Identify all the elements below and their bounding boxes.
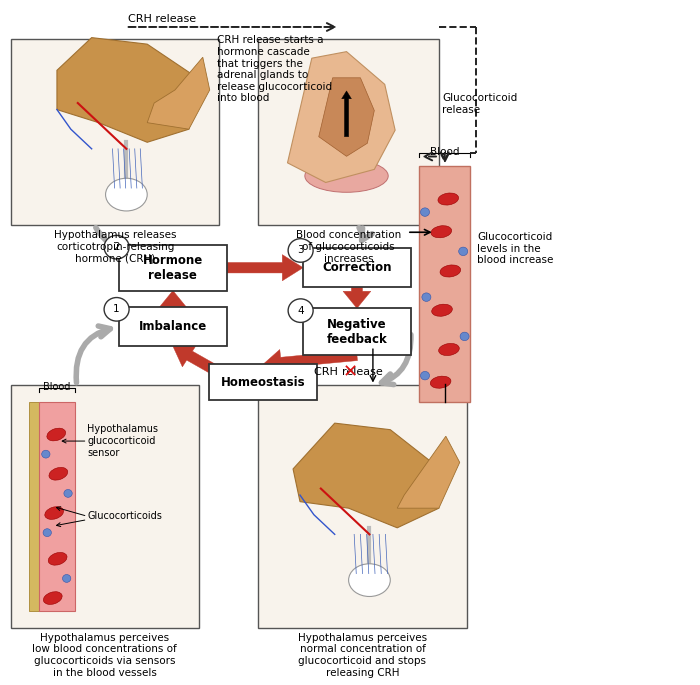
Circle shape (288, 299, 313, 323)
Circle shape (422, 293, 431, 301)
Text: CRH release: CRH release (128, 14, 196, 24)
Text: Blood: Blood (430, 147, 459, 157)
Circle shape (62, 575, 71, 582)
Text: Negative
feedback: Negative feedback (327, 318, 387, 346)
Polygon shape (147, 58, 210, 129)
FancyBboxPatch shape (209, 364, 317, 400)
FancyBboxPatch shape (119, 307, 227, 346)
Circle shape (458, 247, 468, 256)
Text: CRH release starts a
hormone cascade
that triggers the
adrenal glands to
release: CRH release starts a hormone cascade tha… (217, 36, 332, 103)
Circle shape (104, 236, 129, 259)
Ellipse shape (438, 193, 458, 205)
Polygon shape (342, 91, 351, 137)
Polygon shape (293, 423, 439, 528)
Ellipse shape (47, 428, 66, 441)
FancyBboxPatch shape (258, 39, 439, 225)
Text: Glucocorticoids: Glucocorticoids (88, 511, 162, 521)
Text: Hypothalamus
glucocorticoid
sensor: Hypothalamus glucocorticoid sensor (88, 425, 158, 458)
FancyArrowPatch shape (359, 227, 372, 240)
Text: Blood concentration
of glucocorticoids
increases: Blood concentration of glucocorticoids i… (296, 230, 401, 264)
Circle shape (42, 450, 50, 458)
Text: Glucocorticoid
release: Glucocorticoid release (442, 93, 517, 115)
Polygon shape (343, 287, 371, 308)
Ellipse shape (430, 376, 451, 388)
Text: CRH: CRH (314, 367, 342, 377)
Circle shape (64, 490, 72, 497)
Text: 1: 1 (113, 304, 120, 314)
Text: Hypothalamus perceives
low blood concentrations of
glucocorticoids via sensors
i: Hypothalamus perceives low blood concent… (32, 633, 177, 677)
Ellipse shape (43, 592, 62, 604)
FancyBboxPatch shape (119, 245, 227, 290)
Text: Hypothalamus perceives
normal concentration of
glucocorticoid and stops
releasin: Hypothalamus perceives normal concentrat… (298, 633, 427, 677)
FancyBboxPatch shape (39, 402, 75, 611)
FancyBboxPatch shape (11, 39, 219, 225)
Polygon shape (227, 255, 303, 281)
Text: Blood: Blood (43, 382, 71, 392)
FancyBboxPatch shape (258, 386, 467, 627)
Ellipse shape (349, 564, 391, 597)
Text: 4: 4 (298, 306, 304, 316)
FancyArrowPatch shape (96, 227, 132, 255)
Ellipse shape (305, 160, 388, 192)
Ellipse shape (440, 265, 461, 277)
Text: Correction: Correction (322, 261, 392, 274)
Text: ✕: ✕ (342, 363, 358, 382)
Circle shape (104, 297, 129, 321)
FancyBboxPatch shape (303, 308, 411, 356)
FancyBboxPatch shape (11, 386, 199, 627)
Polygon shape (263, 349, 358, 375)
FancyArrowPatch shape (76, 326, 111, 383)
Text: Hormone
release: Hormone release (143, 253, 203, 282)
Ellipse shape (432, 304, 452, 316)
Polygon shape (159, 290, 187, 308)
Polygon shape (318, 78, 374, 156)
Text: Homeostasis: Homeostasis (221, 375, 305, 388)
Ellipse shape (45, 507, 64, 519)
Ellipse shape (48, 553, 67, 565)
Polygon shape (397, 436, 460, 508)
Text: Imbalance: Imbalance (139, 320, 207, 333)
FancyBboxPatch shape (29, 402, 39, 611)
Circle shape (421, 208, 430, 216)
Circle shape (288, 238, 313, 262)
Ellipse shape (431, 225, 452, 238)
Polygon shape (288, 51, 395, 182)
Text: 3: 3 (298, 245, 304, 256)
FancyBboxPatch shape (303, 248, 411, 287)
Ellipse shape (49, 467, 68, 480)
Text: Hypothalamus releases
corticotropin-releasing
hormone (CRH): Hypothalamus releases corticotropin-rele… (54, 230, 176, 264)
FancyBboxPatch shape (419, 166, 470, 402)
Ellipse shape (106, 178, 147, 211)
Circle shape (43, 529, 51, 536)
Text: 2: 2 (113, 242, 120, 252)
Polygon shape (57, 38, 196, 142)
Ellipse shape (439, 343, 459, 356)
FancyArrowPatch shape (382, 334, 411, 384)
Text: release: release (342, 367, 382, 377)
Circle shape (460, 332, 469, 340)
Polygon shape (173, 345, 239, 386)
Text: Glucocorticoid
levels in the
blood increase: Glucocorticoid levels in the blood incre… (477, 232, 554, 265)
Circle shape (421, 371, 430, 380)
